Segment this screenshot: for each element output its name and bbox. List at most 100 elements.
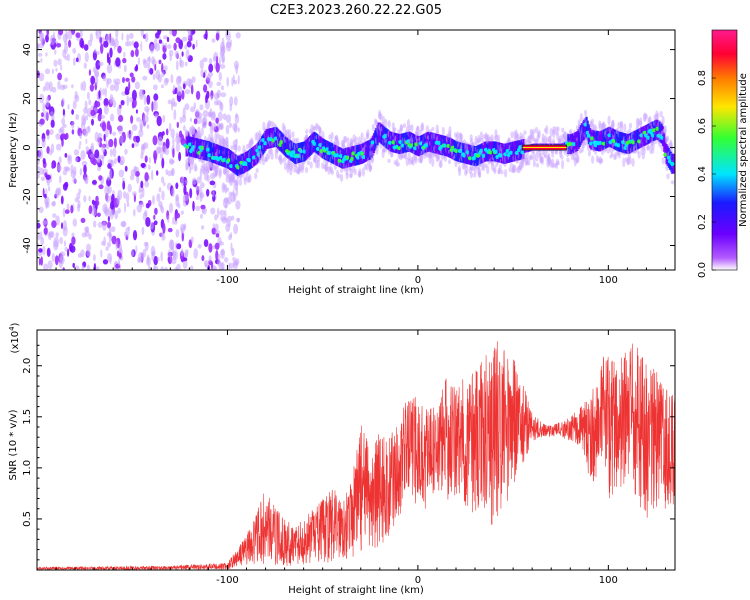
noise-speckle: [122, 180, 126, 190]
noise-speckle: [215, 233, 220, 238]
ridge-halo: [435, 124, 439, 133]
noise-speckle: [93, 254, 96, 262]
noise-speckle: [104, 185, 110, 196]
noise-speckle: [97, 96, 102, 101]
noise-speckle: [64, 43, 68, 54]
ridge-core: [640, 127, 643, 148]
noise-speckle: [197, 244, 202, 249]
noise-speckle: [172, 136, 175, 148]
ridge-halo: [402, 123, 406, 128]
noise-speckle: [148, 265, 151, 270]
noise-speckle: [80, 217, 86, 223]
ridge-peak: [616, 143, 621, 148]
noise-speckle: [48, 81, 53, 92]
ridge-peak: [571, 142, 577, 147]
ridge-peak: [351, 151, 356, 156]
noise-speckle: [42, 158, 46, 164]
noise-speckle: [47, 186, 51, 192]
noise-speckle: [64, 209, 70, 214]
noise-speckle: [215, 250, 219, 261]
noise-speckle: [45, 96, 50, 108]
ridge-halo: [270, 152, 274, 160]
noise-speckle: [140, 180, 144, 189]
ridge-core: [578, 127, 581, 148]
noise-speckle: [104, 87, 107, 98]
ridge-halo: [637, 151, 641, 159]
noise-speckle: [228, 262, 235, 269]
noise-speckle: [50, 231, 55, 238]
noise-speckle: [180, 210, 184, 215]
ridge-peak: [355, 155, 361, 160]
noise-speckle: [62, 33, 68, 43]
noise-speckle: [69, 245, 76, 253]
noise-speckle: [89, 153, 94, 158]
noise-speckle: [44, 81, 50, 91]
noise-speckle: [102, 203, 108, 214]
noise-speckle: [115, 57, 121, 67]
noise-speckle: [179, 116, 183, 124]
noise-speckle: [167, 215, 170, 224]
noise-speckle: [57, 80, 61, 90]
noise-speckle: [122, 57, 127, 64]
noise-speckle: [38, 206, 44, 214]
ridge-halo: [607, 115, 611, 126]
noise-speckle: [170, 128, 175, 139]
noise-speckle: [190, 236, 194, 244]
noise-speckle: [54, 49, 57, 55]
noise-speckle: [172, 148, 175, 158]
noise-speckle: [185, 49, 190, 60]
noise-speckle: [225, 124, 230, 135]
ridge-halo: [540, 156, 545, 165]
ridge-halo: [569, 129, 573, 135]
noise-speckle: [226, 76, 229, 87]
noise-speckle: [51, 68, 55, 75]
noise-speckle: [135, 109, 138, 114]
ridge-halo: [197, 126, 201, 134]
ridge-halo: [403, 151, 407, 159]
noise-speckle: [61, 117, 66, 125]
noise-speckle: [88, 99, 92, 106]
ridge-halo: [590, 118, 595, 125]
noise-speckle: [164, 148, 170, 156]
noise-speckle: [86, 91, 90, 100]
noise-speckle: [153, 100, 158, 111]
noise-speckle: [41, 138, 46, 148]
noise-speckle: [146, 256, 152, 267]
noise-speckle: [161, 84, 164, 89]
noise-speckle: [154, 207, 158, 215]
x-tick-label: 100: [599, 275, 618, 286]
ridge-core: [226, 148, 229, 169]
noise-speckle: [206, 188, 210, 197]
ridge-halo: [234, 147, 238, 153]
colorbar-tick-label: 0.0: [697, 262, 708, 278]
noise-speckle: [85, 114, 89, 121]
ridge-core: [602, 129, 605, 150]
noise-speckle: [102, 75, 107, 82]
noise-speckle: [70, 164, 74, 174]
noise-speckle: [144, 32, 149, 42]
noise-speckle: [106, 77, 112, 85]
noise-speckle: [166, 36, 170, 43]
spectrogram-panel: -100 0 100 -40 -20 0 20 40 Height of straight l…: [8, 29, 676, 296]
noise-speckle: [106, 194, 110, 204]
noise-speckle: [181, 248, 184, 257]
noise-speckle: [117, 106, 122, 116]
noise-speckle: [117, 45, 122, 54]
noise-speckle: [95, 195, 99, 203]
noise-speckle: [178, 130, 183, 138]
snr-axes: -100 0 100 0.5 1.0 1.5 2.0: [22, 330, 675, 586]
noise-speckle: [129, 32, 134, 40]
ridge-core: [380, 124, 384, 145]
ridge-core: [401, 133, 404, 154]
ridge-halo: [441, 126, 445, 136]
noise-speckle: [237, 217, 240, 223]
noise-speckle: [112, 147, 117, 158]
noise-speckle: [153, 214, 156, 220]
ridge-peak: [207, 153, 212, 158]
noise-speckle: [200, 182, 205, 189]
noise-speckle: [116, 194, 121, 206]
noise-speckle: [193, 118, 198, 125]
noise-speckle: [158, 59, 162, 65]
noise-speckle: [42, 102, 46, 113]
ridge-halo: [290, 162, 294, 169]
